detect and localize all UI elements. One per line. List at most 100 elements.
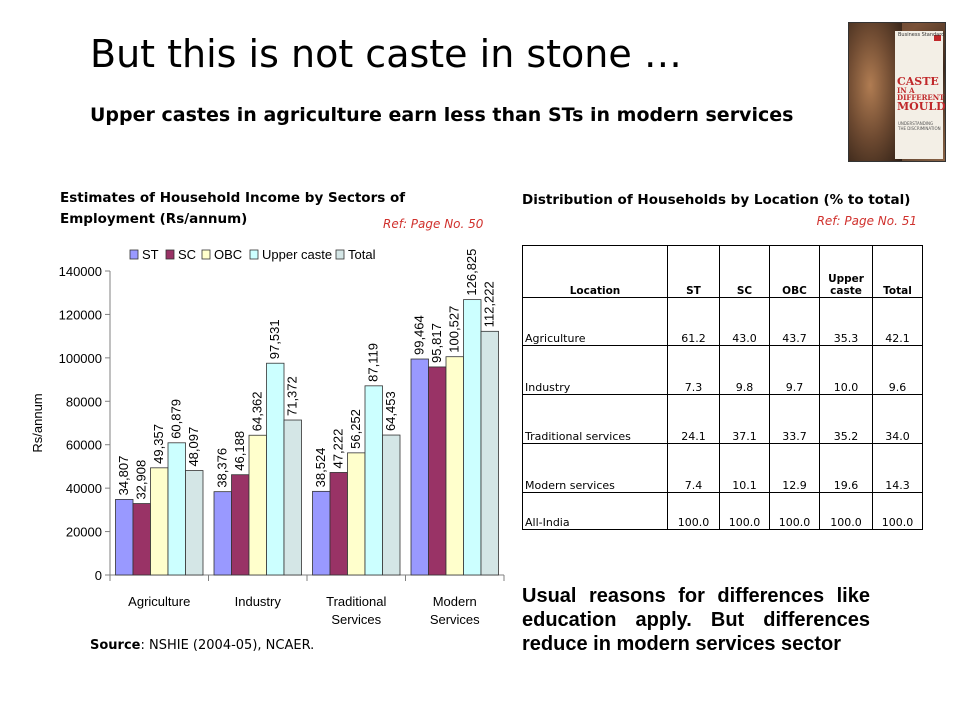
bar-st [115, 499, 134, 576]
data-label: 34,807 [116, 456, 131, 496]
legend-entry: Total [348, 247, 376, 262]
table-location-cell: Traditional services [522, 394, 668, 444]
bar-obc [445, 356, 464, 576]
data-label: 49,357 [151, 424, 166, 464]
legend-entry: SC [178, 247, 196, 262]
bar-st [213, 491, 232, 576]
data-label: 126,825 [464, 249, 479, 296]
table-value-cell: 10.0 [819, 345, 873, 395]
source-text: : NSHIE (2004-05), NCAER. [140, 638, 315, 653]
data-label: 38,376 [215, 448, 230, 488]
book-cover-panel [895, 31, 943, 159]
table-value-cell: 35.2 [819, 394, 873, 444]
y-tick-label: 120000 [59, 307, 102, 322]
data-label: 87,119 [366, 343, 381, 382]
book-cover-title: CASTE IN A DIFFERENT MOULD [897, 76, 946, 113]
data-label: 60,879 [169, 399, 184, 439]
data-label: 64,453 [383, 391, 398, 431]
x-category-label: Services [430, 612, 480, 627]
table-row: Industry 7.3 9.8 9.7 10.0 9.6 [522, 345, 923, 395]
y-tick-label: 100000 [59, 351, 102, 366]
table-row: Traditional services 24.1 37.1 33.7 35.2 34.0 [522, 394, 923, 444]
book-cover-title-line: MOULD [897, 100, 946, 113]
income-bar-chart: 0 20000 40000 60000 80000 100000 120000 140000 R… [30, 247, 505, 627]
table-value-cell: 61.2 [667, 297, 720, 346]
slide-subtitle: Upper castes in agriculture earn less th… [90, 104, 794, 126]
book-cover-face-art [849, 23, 902, 161]
bar-total [185, 470, 204, 576]
y-tick-label: 0 [95, 568, 102, 583]
table-row: All-India 100.0 100.0 100.0 100.0 100.0 [522, 492, 923, 530]
table-value-cell: 37.1 [719, 394, 770, 444]
table-value-cell: 7.4 [667, 443, 720, 493]
bar-obc [248, 434, 267, 576]
table-header-row: Location ST SC OBC Upper caste Total [522, 245, 923, 298]
bar-st [312, 490, 331, 576]
table-value-cell: 42.1 [872, 297, 923, 346]
source-note: Source: NSHIE (2004-05), NCAER. [90, 638, 314, 653]
book-cover-publisher: Business Standard [898, 32, 945, 38]
data-label: 32,908 [134, 460, 149, 500]
legend-swatch [201, 249, 211, 260]
table-header-cell: Location [522, 245, 668, 298]
y-tick-label: 20000 [66, 525, 102, 540]
y-tick-label: 80000 [66, 394, 102, 409]
data-label: 112,222 [482, 281, 497, 327]
y-axis-label: Rs/annum [30, 393, 45, 452]
table-heading: Distribution of Households by Location (… [522, 192, 911, 208]
table-value-cell: 9.8 [719, 345, 770, 395]
table-value-cell: 9.7 [769, 345, 820, 395]
y-tick-label: 60000 [66, 438, 102, 453]
data-label: 47,222 [331, 429, 346, 469]
table-header-cell: SC [719, 245, 770, 298]
table-value-cell: 34.0 [872, 394, 923, 444]
bar-total [382, 434, 401, 576]
table-value-cell: 33.7 [769, 394, 820, 444]
bar-upper-caste [266, 362, 285, 576]
table-value-cell: 9.6 [872, 345, 923, 395]
table-value-cell: 24.1 [667, 394, 720, 444]
table-value-cell: 7.3 [667, 345, 720, 395]
y-tick-label: 40000 [66, 481, 102, 496]
x-category-label: Agriculture [128, 594, 190, 609]
table-value-cell: 43.0 [719, 297, 770, 346]
book-cover-image: Business Standard CASTE IN A DIFFERENT M… [848, 22, 946, 162]
table-row: Modern services 7.4 10.1 12.9 19.6 14.3 [522, 443, 923, 493]
table-location-cell: Agriculture [522, 297, 668, 346]
x-category-label: Industry [235, 594, 282, 609]
source-label: Source [90, 638, 141, 653]
data-label: 56,252 [348, 409, 363, 449]
table-value-cell: 35.3 [819, 297, 873, 346]
table-value-cell: 100.0 [872, 492, 923, 530]
bar-upper-caste [364, 385, 383, 576]
bar-total [480, 330, 499, 576]
bar-sc [231, 474, 250, 576]
x-category-label: Modern [433, 594, 477, 609]
data-label: 97,531 [267, 319, 282, 359]
bar-obc [347, 452, 366, 576]
bar-sc [428, 366, 447, 576]
legend-entry: Upper caste [262, 247, 332, 262]
bar-sc [329, 472, 348, 576]
table-value-cell: 100.0 [667, 492, 720, 530]
table-row: Agriculture 61.2 43.0 43.7 35.3 42.1 [522, 297, 923, 346]
chart-reference: Ref: Page No. 50 [383, 217, 484, 231]
bar-upper-caste [167, 442, 186, 576]
book-cover-caption: UNDERSTANDING THE DISCRIMINATION [898, 121, 941, 131]
data-label: 38,524 [313, 448, 328, 488]
distribution-table: Location ST SC OBC Upper caste Total Agr… [522, 245, 923, 530]
legend-swatch [129, 249, 139, 260]
data-label: 100,527 [447, 306, 462, 353]
x-category-label: Traditional [326, 594, 386, 609]
table-value-cell: 100.0 [769, 492, 820, 530]
legend-entry: OBC [214, 247, 242, 262]
bar-upper-caste [463, 299, 482, 576]
publisher-logo-icon [934, 35, 941, 41]
table-value-cell: 100.0 [719, 492, 770, 530]
book-cover-title-line: IN A [897, 86, 915, 95]
table-header-cell: Total [872, 245, 923, 298]
bar-st [410, 358, 429, 576]
book-cover-title-line: DIFFERENT [897, 93, 945, 102]
table-value-cell: 10.1 [719, 443, 770, 493]
data-label: 95,817 [429, 323, 444, 363]
